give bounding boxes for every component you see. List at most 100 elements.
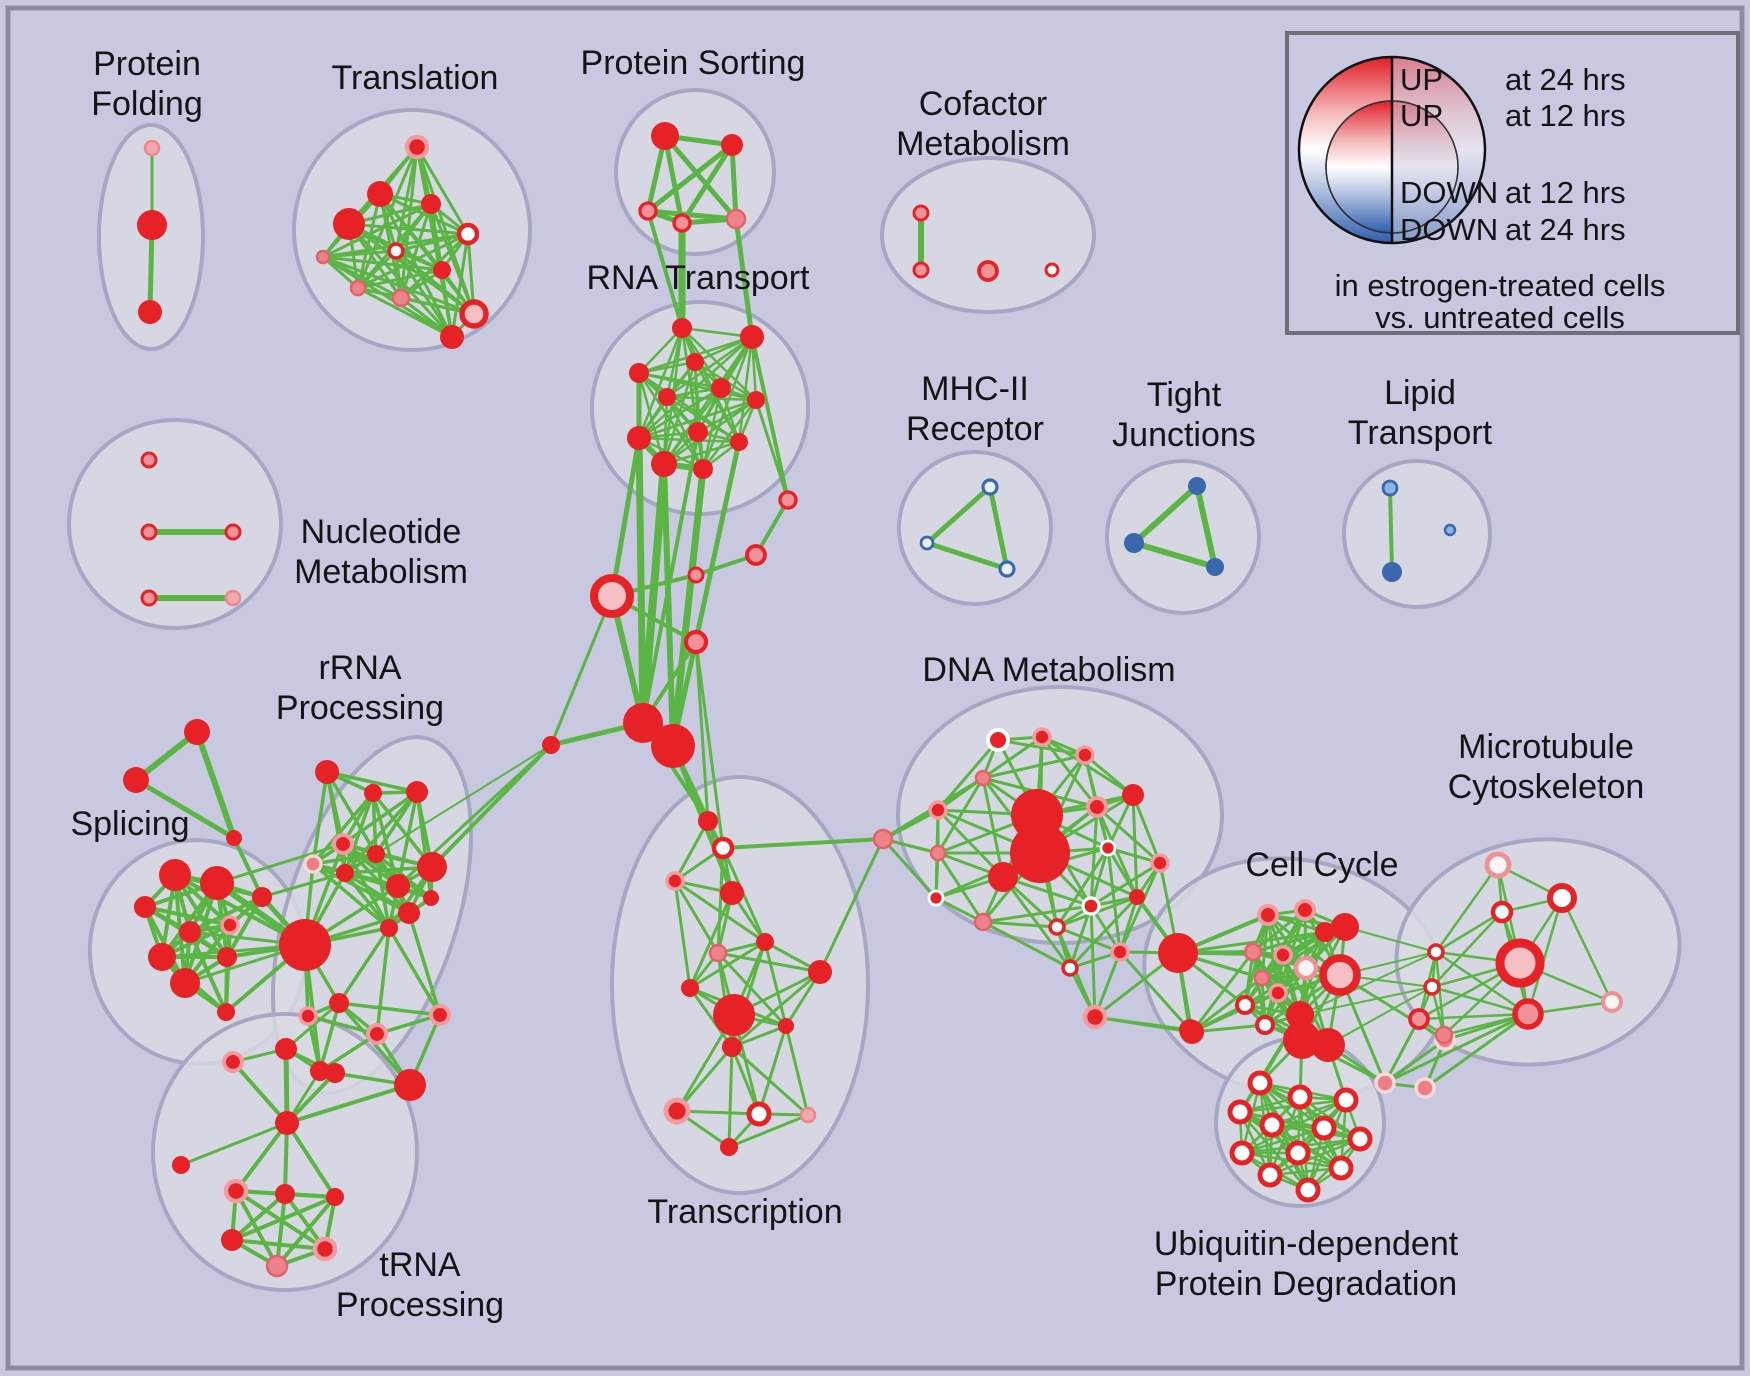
network-node-white-core-blue-ring (998, 560, 1016, 578)
cluster-label-cofactor-metabolism: Cofactor (919, 85, 1048, 123)
cluster-label-nucleotide-metabolism: Nucleotide (301, 513, 462, 551)
cluster-label-lipid-transport: Transport (1348, 414, 1493, 452)
network-edge (716, 951, 788, 1028)
network-node-white-core-red-ring (1247, 1070, 1273, 1096)
network-node-red-core-pink-ring (1032, 727, 1052, 747)
network-node-pink-core-red-ring (687, 566, 705, 584)
network-node-red-core-pink-ring (404, 134, 430, 160)
network-node-white-core-red-ring (746, 1101, 772, 1127)
network-node-red-core-pink-ring (1256, 903, 1280, 927)
cluster-label-ubiquitin-degradation: Ubiquitin-dependent (1154, 1225, 1459, 1263)
network-edge (399, 202, 433, 300)
network-edge (1089, 861, 1162, 908)
network-edge (1434, 910, 1504, 954)
network-edge (1131, 483, 1200, 546)
network-node-white-core-blue-ring (981, 478, 999, 496)
network-edge (688, 986, 734, 1049)
network-node-pink-core-pale-ring (303, 854, 323, 874)
cluster-label-cell-cycle: Cell Cycle (1245, 846, 1398, 884)
network-node-red-solid (134, 896, 156, 918)
network-edge (343, 871, 391, 930)
network-edge (750, 335, 790, 502)
network-node-red-solid (651, 724, 695, 768)
network-edge (230, 1192, 287, 1242)
network-node-red-solid (200, 866, 234, 900)
network-edge (881, 837, 938, 900)
cluster-label-mhc-ii-receptor: MHC-II (921, 370, 1029, 408)
network-node-red-core-pink-ring (220, 915, 240, 935)
network-node-red-solid (275, 1184, 295, 1204)
network-edge (430, 743, 553, 869)
network-node-red-core-pink-ring (221, 1050, 245, 1074)
network-edge (283, 1046, 290, 1126)
network-edge (1089, 805, 1099, 908)
network-edge (936, 808, 1005, 879)
network-node-pink-core-pale-ring (1374, 1072, 1396, 1094)
network-edge (987, 484, 1010, 572)
network-node-red-solid (747, 391, 765, 409)
cluster-ellipse-mhc-ii-receptor (897, 450, 1053, 606)
network-edge (694, 640, 710, 823)
network-edge (325, 770, 347, 875)
network-node-red-solid (279, 919, 331, 971)
cluster-label-rrna-processing: rRNA (318, 649, 401, 687)
network-node-red-solid (988, 862, 1018, 892)
network-node-white-core-red-ring (1255, 1015, 1275, 1035)
cluster-label-splicing: Splicing (70, 805, 189, 843)
network-node-pink-solid (1253, 969, 1271, 987)
network-edge (694, 640, 725, 850)
cluster-label-protein-folding: Protein (93, 45, 201, 83)
network-edge (609, 435, 642, 599)
network-edge (727, 1045, 734, 1149)
network-edge (371, 791, 434, 869)
network-edge (1238, 1110, 1310, 1192)
network-edge (1251, 908, 1307, 954)
network-edge (680, 326, 758, 402)
network-node-white-core-red-ring (1328, 1155, 1354, 1181)
network-edge (1001, 875, 1093, 908)
network-edge (188, 930, 228, 1014)
network-edge (737, 335, 754, 444)
network-node-pink-core-red-ring (1408, 1008, 1430, 1030)
network-node-pink-core-red-ring (140, 589, 158, 607)
network-node-white-core-pink-ring (1484, 851, 1512, 879)
network-edge (645, 142, 735, 214)
network-edge (784, 1024, 810, 1117)
network-node-white-core-red-ring (1347, 1126, 1373, 1152)
network-node-pink-core-red-ring (638, 201, 658, 221)
network-edge (763, 940, 788, 1028)
network-edge (232, 836, 264, 899)
network-edge (234, 1121, 289, 1193)
network-edge (407, 911, 442, 1017)
network-edge (260, 871, 347, 899)
network-edge (936, 776, 985, 855)
network-edge (679, 142, 735, 226)
network-node-pink-core-red-ring (140, 451, 158, 469)
network-edge (981, 920, 1059, 929)
network-node-red-solid (688, 422, 708, 442)
network-edge (1194, 483, 1218, 570)
cluster-label-translation: Translation (332, 59, 499, 97)
network-node-pink-core-red-ring (977, 260, 999, 282)
network-node-red-solid (778, 1018, 794, 1034)
network-node-white-core-red-ring (456, 222, 480, 246)
network-edge (716, 951, 822, 974)
network-edge (1434, 950, 1446, 1037)
network-node-red-solid (1311, 1028, 1345, 1062)
network-node-red-solid (722, 1037, 742, 1057)
network-node-red-core-pink-ring (331, 832, 355, 856)
network-edge (1388, 486, 1394, 574)
cluster-ellipse-tight-junctions (1105, 459, 1261, 615)
network-node-red-solid (1180, 1020, 1204, 1044)
network-edge (275, 1195, 337, 1268)
cluster-label-tight-junctions: Junctions (1112, 416, 1256, 454)
network-node-white-core-red-ring (1311, 1115, 1337, 1141)
network-node-white-core-red-ring (1287, 1084, 1313, 1110)
network-edge (1001, 875, 1072, 970)
network-edge (981, 735, 1044, 780)
network-edge (321, 255, 454, 339)
network-edge (1106, 846, 1139, 899)
cluster-label-protein-sorting: Protein Sorting (581, 44, 806, 82)
network-edge (1299, 986, 1433, 1016)
network-edge (321, 255, 444, 272)
